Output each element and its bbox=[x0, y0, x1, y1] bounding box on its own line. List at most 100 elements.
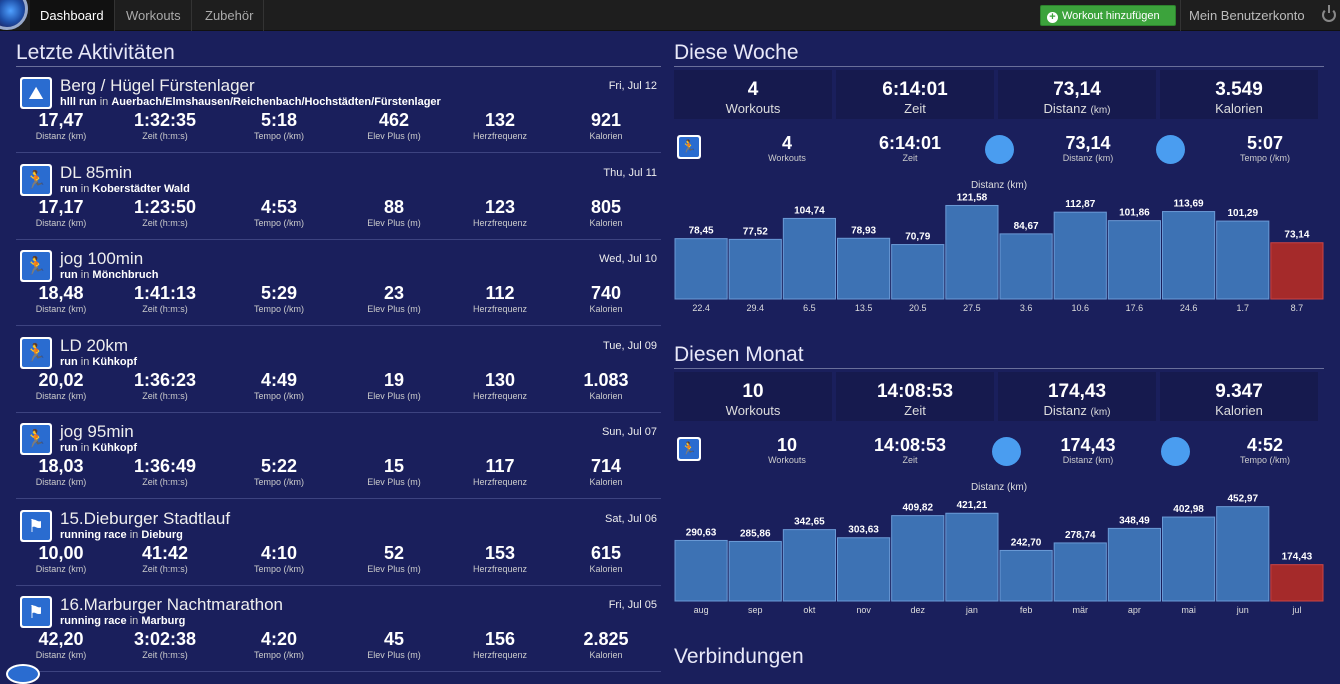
activity-title[interactable]: jog 95min bbox=[60, 422, 134, 441]
activity-item[interactable]: 🏃 LD 20km Tue, Jul 09 run in Kühkopf 20,02 Di… bbox=[16, 327, 661, 413]
account-menu[interactable]: Mein Benutzerkonto bbox=[1180, 0, 1313, 31]
mountain-icon[interactable]: ⛰ bbox=[20, 77, 52, 109]
activity-stat: 1:36:49 Zeit (h:m:s) bbox=[115, 456, 215, 488]
activity-stat: 41:42 Zeit (h:m:s) bbox=[115, 543, 215, 575]
runner-icon[interactable]: 🏃 bbox=[20, 163, 52, 196]
chart-bar[interactable] bbox=[1216, 506, 1270, 602]
activity-type: run bbox=[60, 269, 78, 281]
stat-label: Elev Plus (m) bbox=[367, 131, 421, 141]
activity-item[interactable]: ⚑ 15.Dieburger Stadtlauf Sat, Jul 06 runnin… bbox=[16, 500, 661, 586]
chart-bar[interactable] bbox=[1270, 564, 1324, 602]
week-distance-chart: 78,45 22.4 77,52 29.4 104,74 6.5 78,93 13.5 70,7… bbox=[674, 192, 1324, 313]
activity-title[interactable]: 15.Dieburger Stadtlauf bbox=[60, 508, 231, 528]
activity-title[interactable]: Berg / Hügel Fürstenlager bbox=[60, 76, 255, 95]
chart-bar[interactable] bbox=[674, 539, 728, 602]
chart-bar[interactable] bbox=[945, 204, 999, 300]
bar-value-label: 78,93 bbox=[851, 225, 876, 236]
activity-stat: 117 Herzfrequenz bbox=[450, 456, 550, 488]
summary-value: 14:08:53 bbox=[876, 381, 954, 402]
chart-bar[interactable] bbox=[782, 529, 837, 602]
activity-type: running race bbox=[60, 528, 127, 541]
app-logo[interactable] bbox=[0, 0, 28, 30]
bar-value-label: 113,69 bbox=[1174, 199, 1204, 210]
chart-bar[interactable] bbox=[728, 238, 782, 300]
activity-item[interactable]: 🏃 jog 95min Sun, Jul 07 run in Kühkopf 18,03… bbox=[16, 413, 661, 499]
activity-stat: 4:20 Tempo (/km) bbox=[229, 629, 329, 661]
activity-place: Kühkopf bbox=[92, 442, 138, 454]
chart-bar[interactable] bbox=[1107, 527, 1162, 602]
stat-label: Tempo (/km) bbox=[253, 477, 304, 487]
summary-label: Distanz (km) bbox=[998, 403, 1156, 418]
summary-value: 10 bbox=[742, 381, 764, 402]
chart-bar[interactable] bbox=[945, 512, 999, 602]
activity-subtitle: run in Kühkopf bbox=[60, 442, 137, 454]
stat-value: 4:53 bbox=[260, 196, 298, 217]
runner-icon[interactable]: 🏃 bbox=[20, 336, 52, 369]
chart-bar[interactable] bbox=[728, 540, 782, 602]
stat-value: 42,20 bbox=[38, 629, 84, 649]
stat-value: 4:20 bbox=[260, 629, 298, 649]
race-flag-icon[interactable]: ⚑ bbox=[20, 596, 52, 628]
sport-label: Tempo (/km) bbox=[1239, 153, 1290, 163]
stat-label: Herzfrequenz bbox=[472, 650, 528, 660]
mountain-icon-glyph: ⛰ bbox=[22, 79, 50, 107]
activity-item[interactable]: ⚑ 16.Marburger Nachtmarathon Fri, Jul 05 ru… bbox=[16, 586, 661, 672]
chart-bar[interactable] bbox=[1107, 220, 1162, 300]
bar-value-label: 290,63 bbox=[686, 527, 717, 538]
chart-bar[interactable] bbox=[1053, 211, 1107, 300]
chart-bar[interactable] bbox=[837, 537, 891, 602]
chart-bar[interactable] bbox=[999, 233, 1053, 300]
chart-bar[interactable] bbox=[891, 515, 945, 602]
power-icon[interactable] bbox=[1322, 5, 1336, 22]
activity-item[interactable]: 🏃 DL 85min Thu, Jul 11 run in Koberstädter … bbox=[16, 154, 661, 240]
chart-bar[interactable] bbox=[1053, 542, 1107, 602]
chart-bar[interactable] bbox=[1162, 211, 1216, 300]
chart-bar[interactable] bbox=[1162, 516, 1216, 602]
x-tick-label: sep bbox=[748, 605, 763, 615]
activity-subtitle: run in Mönchbruch bbox=[60, 269, 158, 281]
bar-value-label: 70,79 bbox=[905, 232, 930, 243]
tab-workouts[interactable]: Workouts bbox=[116, 0, 192, 31]
chart-bar[interactable] bbox=[837, 237, 891, 300]
connections-title: Verbindungen bbox=[674, 645, 804, 668]
add-workout-button[interactable]: + Workout hinzufügen bbox=[1040, 5, 1176, 26]
divider bbox=[16, 66, 661, 67]
activity-title[interactable]: LD 20km bbox=[60, 335, 129, 355]
activity-stat: 20,02 Distanz (km) bbox=[11, 370, 111, 402]
tab-dashboard[interactable]: Dashboard bbox=[30, 0, 115, 31]
stat-label: Distanz (km) bbox=[35, 563, 87, 574]
stat-value: 52 bbox=[383, 542, 405, 563]
activity-title[interactable]: jog 100min bbox=[60, 249, 144, 268]
stat-label: Zeit (h:m:s) bbox=[142, 131, 188, 141]
chart-bar[interactable] bbox=[1216, 220, 1270, 300]
chart-bar[interactable] bbox=[674, 238, 728, 300]
bar-value-label: 121,58 bbox=[957, 192, 988, 203]
stat-label: Tempo (/km) bbox=[253, 650, 304, 660]
stat-label: Tempo (/km) bbox=[253, 390, 304, 401]
runner-icon[interactable]: 🏃 bbox=[20, 250, 52, 282]
activity-subtitle: run in Koberstädter Wald bbox=[60, 183, 190, 195]
activity-item[interactable]: ⛰ Berg / Hügel Fürstenlager Fri, Jul 12 hll… bbox=[16, 67, 661, 153]
race-flag-icon[interactable]: ⚑ bbox=[20, 509, 52, 542]
chart-bar[interactable] bbox=[1270, 242, 1324, 300]
tab-zubehoer[interactable]: Zubehör bbox=[195, 0, 265, 31]
stat-value: 123 bbox=[484, 196, 516, 217]
chart-bar[interactable] bbox=[782, 217, 837, 300]
stat-label: Tempo (/km) bbox=[253, 304, 304, 314]
stat-value: 132 bbox=[484, 110, 516, 130]
summary-value: 174,43 bbox=[1047, 381, 1107, 402]
stat-value: 41:42 bbox=[141, 542, 189, 563]
x-tick-label: 24.6 bbox=[1180, 303, 1198, 313]
activity-title[interactable]: DL 85min bbox=[60, 162, 133, 182]
runner-icon: 🏃 bbox=[677, 135, 701, 159]
stat-value: 1:41:13 bbox=[133, 283, 197, 303]
stat-label: Zeit (h:m:s) bbox=[142, 650, 188, 660]
activity-item[interactable]: 🏃 jog 100min Wed, Jul 10 run in Mönchbruch 1… bbox=[16, 240, 661, 326]
stat-label: Elev Plus (m) bbox=[367, 477, 421, 487]
chart-bar[interactable] bbox=[999, 549, 1053, 602]
activity-title[interactable]: 16.Marburger Nachtmarathon bbox=[60, 595, 284, 614]
activity-stat: 42,20 Distanz (km) bbox=[11, 629, 111, 661]
activity-date: Fri, Jul 12 bbox=[608, 80, 657, 92]
chart-bar[interactable] bbox=[891, 244, 945, 300]
runner-icon[interactable]: 🏃 bbox=[20, 423, 52, 455]
